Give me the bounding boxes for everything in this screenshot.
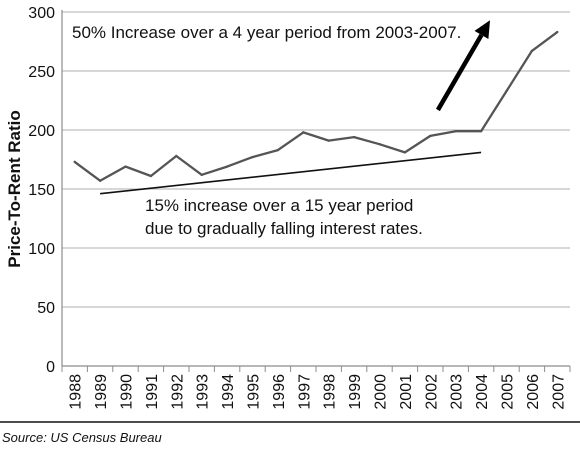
x-tick-label-2005: 2005	[500, 374, 517, 410]
y-tick-label-300: 300	[28, 5, 55, 22]
data-point-1995	[251, 155, 254, 159]
x-tick-label-1990: 1990	[119, 374, 136, 410]
x-tick-label-1998: 1998	[322, 374, 339, 410]
y-axis-label: Price-To-Rent Ratio	[5, 110, 24, 267]
x-tick-label-2000: 2000	[373, 374, 390, 410]
grid-lines	[62, 11, 570, 308]
x-tick-label-2001: 2001	[398, 374, 415, 410]
data-point-1997	[302, 131, 305, 134]
x-tick-label-1993: 1993	[195, 374, 212, 410]
data-point-2003	[454, 129, 457, 133]
x-tick-labels: 1988 1989 1990 1991 1992 1993 1994 1995 1996 1997…	[68, 374, 568, 410]
x-tick-label-1994: 1994	[220, 374, 237, 410]
x-tick-label-1992: 1992	[169, 374, 186, 410]
x-tick-label-1989: 1989	[93, 374, 110, 410]
x-tick-label-1997: 1997	[296, 374, 313, 410]
data-point-1991	[149, 174, 153, 178]
x-tick-label-2002: 2002	[423, 374, 440, 410]
series-group	[73, 30, 559, 182]
arrow-shaft	[435, 33, 484, 112]
data-point-2001	[403, 151, 407, 154]
data-point-2002	[429, 134, 432, 138]
series-line-0	[74, 31, 558, 182]
data-point-1992	[175, 154, 178, 158]
x-tick-label-1995: 1995	[246, 374, 263, 410]
x-tick-label-2006: 2006	[525, 374, 542, 410]
arrow-group	[435, 20, 490, 112]
data-point-2006	[530, 49, 534, 53]
axes	[61, 10, 571, 372]
y-tick-labels: 0 50 100 150 200 250 300	[28, 5, 55, 376]
annotation-15yr-line1: 15% increase over a 15 year period	[145, 196, 413, 215]
x-tick-label-1988: 1988	[68, 374, 85, 410]
data-point-2007	[556, 30, 559, 34]
x-tick-label-2007: 2007	[550, 374, 567, 410]
data-point-1993	[200, 173, 203, 177]
x-tick-label-1996: 1996	[271, 374, 288, 410]
data-point-1990	[124, 165, 127, 168]
y-tick-label-50: 50	[37, 300, 55, 317]
data-point-1999	[352, 135, 356, 139]
y-tick-label-250: 250	[28, 64, 55, 81]
data-point-2005	[505, 89, 508, 93]
x-tick-label-1999: 1999	[347, 374, 364, 410]
data-point-2004	[479, 129, 483, 133]
trend-line	[100, 151, 482, 195]
data-point-1994	[225, 165, 229, 168]
y-tick-label-0: 0	[46, 359, 55, 376]
data-point-1996	[276, 148, 280, 152]
x-tick-label-2003: 2003	[449, 374, 466, 410]
trend-line-group	[100, 151, 482, 195]
annotation-15yr-line2: due to gradually falling interest rates.	[145, 219, 423, 238]
y-tick-label-150: 150	[28, 182, 55, 199]
data-point-1989	[98, 179, 102, 182]
y-tick-label-200: 200	[28, 123, 55, 140]
x-tick-label-1991: 1991	[144, 374, 161, 410]
source-note: Source: US Census Bureau	[2, 430, 162, 445]
data-point-2000	[378, 142, 381, 146]
y-tick-label-100: 100	[28, 241, 55, 258]
arrow-head	[474, 20, 490, 39]
annotation-4yr-increase: 50% Increase over a 4 year period from 2…	[72, 23, 461, 42]
data-point-1998	[327, 139, 330, 142]
x-tick-label-2004: 2004	[474, 374, 491, 410]
data-point-1988	[73, 160, 76, 164]
